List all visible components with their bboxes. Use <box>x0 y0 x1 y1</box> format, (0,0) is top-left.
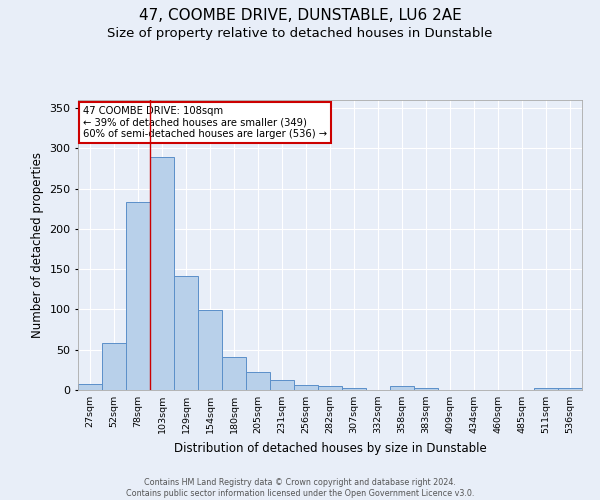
Bar <box>558 388 582 390</box>
Text: 47, COOMBE DRIVE, DUNSTABLE, LU6 2AE: 47, COOMBE DRIVE, DUNSTABLE, LU6 2AE <box>139 8 461 22</box>
Bar <box>534 388 558 390</box>
Bar <box>414 388 438 390</box>
Bar <box>174 276 198 390</box>
Bar <box>390 386 414 390</box>
Bar <box>246 372 270 390</box>
Bar <box>342 388 366 390</box>
Bar <box>78 384 102 390</box>
Bar <box>318 386 342 390</box>
Text: 47 COOMBE DRIVE: 108sqm
← 39% of detached houses are smaller (349)
60% of semi-d: 47 COOMBE DRIVE: 108sqm ← 39% of detache… <box>83 106 327 139</box>
Bar <box>270 380 294 390</box>
X-axis label: Distribution of detached houses by size in Dunstable: Distribution of detached houses by size … <box>173 442 487 454</box>
Bar <box>126 202 150 390</box>
Bar <box>150 157 174 390</box>
Text: Contains HM Land Registry data © Crown copyright and database right 2024.
Contai: Contains HM Land Registry data © Crown c… <box>126 478 474 498</box>
Bar <box>222 357 246 390</box>
Bar <box>102 344 126 390</box>
Text: Size of property relative to detached houses in Dunstable: Size of property relative to detached ho… <box>107 28 493 40</box>
Bar <box>198 310 222 390</box>
Y-axis label: Number of detached properties: Number of detached properties <box>31 152 44 338</box>
Bar <box>294 385 318 390</box>
